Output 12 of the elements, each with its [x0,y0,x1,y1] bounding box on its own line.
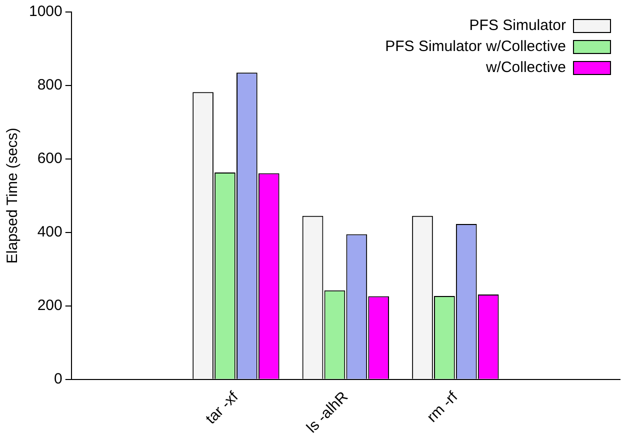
legend-label: PFS Simulator [469,17,566,34]
x-tick-label: rm -rf [424,388,462,426]
y-tick-label: 400 [37,224,62,241]
y-tick-label: 200 [37,296,62,314]
y-tick-label: 1000 [28,3,62,20]
x-tick-label: tar -xf [202,388,242,428]
y-tick-label: 600 [37,150,62,168]
legend-label: w/Collective [484,59,566,76]
y-tick-label: 0 [54,370,62,388]
y-tick-label: 800 [37,76,62,94]
y-axis-title: Elapsed Time (secs) [4,128,22,264]
legend-label: PFS Simulator w/Collective [385,38,566,56]
